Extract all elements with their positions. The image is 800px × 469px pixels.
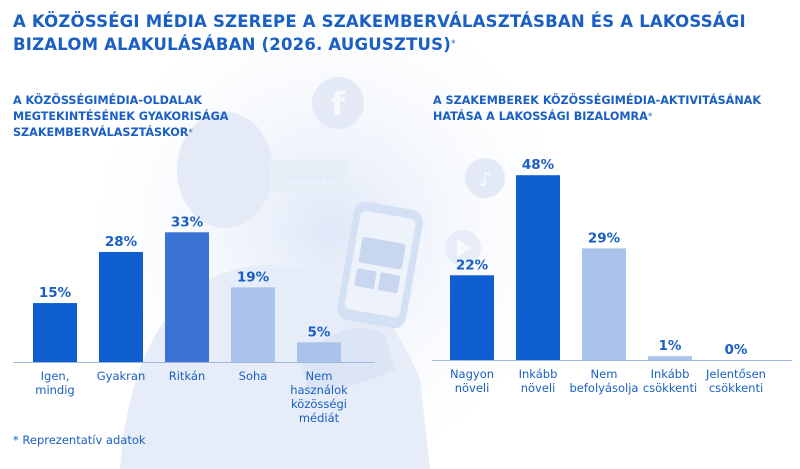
title-asterisk: *: [450, 39, 456, 49]
category-label-1: Nagyon növeli: [450, 367, 494, 395]
category-label-3: Nem befolyásolja: [570, 367, 639, 395]
bar-3: [582, 248, 626, 360]
bar-1: [33, 303, 77, 362]
page-title: A KÖZÖSSÉGI MÉDIA SZEREPE A SZAKEMBERVÁL…: [13, 12, 746, 54]
bar-2: [516, 175, 560, 360]
bar-5: [297, 342, 341, 362]
value-label-1: 15%: [39, 285, 72, 301]
bar-4: [231, 287, 275, 362]
category-label-4: Inkább csökkenti: [643, 367, 697, 395]
tiktok-icon: ♪: [465, 158, 505, 198]
phone-illustration: [337, 201, 423, 329]
category-label-2: Inkább növeli: [519, 367, 558, 395]
left-chart-title: A KÖZÖSSÉGIMÉDIA-OLDALAK MEGTEKINTÉSÉNEK…: [13, 94, 229, 139]
value-label-1: 22%: [456, 257, 489, 273]
svg-text:☆☆☆☆☆: ☆☆☆☆☆: [285, 171, 334, 184]
value-label-2: 28%: [105, 234, 138, 250]
left-title-asterisk: *: [188, 128, 193, 138]
value-label-3: 29%: [588, 230, 621, 246]
value-label-5: 5%: [308, 324, 331, 340]
bar-3: [165, 232, 209, 362]
value-label-3: 33%: [171, 214, 204, 230]
facebook-icon: f: [312, 77, 364, 129]
value-label-4: 19%: [237, 269, 270, 285]
right-chart-title: A SZAKEMBEREK KÖZÖSSÉGIMÉDIA-AKTIVITÁSÁN…: [433, 94, 762, 123]
value-label-4: 1%: [659, 338, 682, 354]
category-label-2: Gyakran: [97, 369, 146, 383]
category-label-1: Igen, mindig: [35, 369, 74, 397]
bar-2: [99, 251, 143, 362]
value-label-2: 48%: [522, 157, 555, 173]
category-label-5: Nem használok közösségi médiát: [290, 369, 348, 425]
video-play-icon: [445, 230, 481, 266]
person-head-shape: [177, 112, 273, 228]
category-label-5: Jelentősen csökkenti: [705, 367, 766, 395]
category-label-4: Soha: [239, 369, 268, 383]
svg-text:f: f: [331, 85, 346, 123]
category-label-3: Ritkán: [169, 369, 206, 383]
footnote: * Reprezentatív adatok: [13, 433, 146, 447]
bar-4: [648, 356, 692, 360]
value-label-5: 0%: [725, 342, 748, 358]
bar-1: [450, 275, 494, 360]
right-title-asterisk: *: [647, 112, 653, 122]
svg-text:♪: ♪: [479, 167, 492, 191]
rating-card-illustration: ☆☆☆☆☆: [270, 160, 350, 192]
